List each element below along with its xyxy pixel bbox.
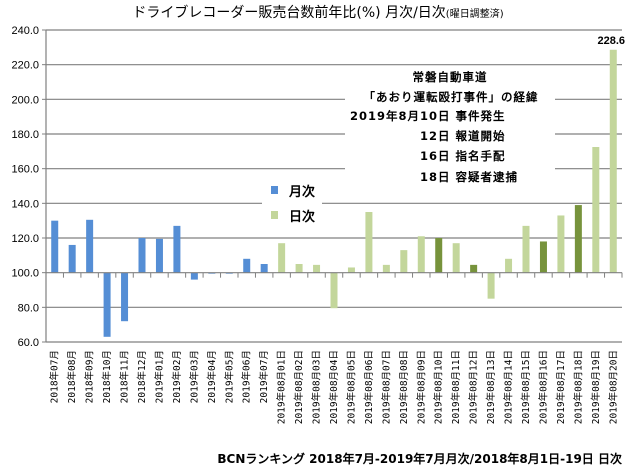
x-tick-label: 2018年12月 xyxy=(136,350,148,403)
data-label: 228.6 xyxy=(598,35,626,47)
x-tick-label: 2019年08月13日 xyxy=(485,350,497,424)
source-note: BCNランキング 2018年7月-2019年7月月次/2018年8月1日-19日… xyxy=(217,451,622,466)
legend-swatch-daily xyxy=(271,211,278,219)
bar-monthly xyxy=(260,264,268,273)
annotation-box: 常磐自動車道 「あおり運転殴打事件」の経緯 2019年8月10日 事件発生 12… xyxy=(345,66,555,190)
x-tick-label: 2019年08月14日 xyxy=(503,350,515,424)
x-tick-label: 2019年08月07日 xyxy=(380,350,392,424)
x-tick-label: 2019年08月20日 xyxy=(607,350,619,424)
legend-label-monthly: 月次 xyxy=(288,184,315,200)
annotation-line-4: 12日 報道開始 xyxy=(420,129,506,143)
bar-monthly xyxy=(155,238,163,273)
x-tick-label: 2018年11月 xyxy=(119,350,131,403)
bar-monthly xyxy=(68,244,76,273)
y-tick-label: 80.0 xyxy=(18,302,39,314)
x-tick-label: 2019年01月 xyxy=(153,350,165,403)
bar-daily xyxy=(382,264,390,273)
x-tick-label: 2019年02月 xyxy=(171,350,183,403)
x-tick-label: 2019年08月05日 xyxy=(345,350,357,424)
data-labels: 228.6 xyxy=(598,35,626,47)
bar-daily xyxy=(417,236,425,273)
chart-title-main: ドライブレコーダー販売台数前年比(%) 月次/日次 xyxy=(132,4,445,21)
x-tick-label: 2019年08月17日 xyxy=(555,350,567,424)
bar-daily xyxy=(347,267,355,273)
bar-monthly xyxy=(190,272,198,280)
annotation-line-5: 16日 指名手配 xyxy=(420,149,506,163)
x-tick-label: 2019年08月12日 xyxy=(468,350,480,424)
bar-daily xyxy=(365,212,373,273)
legend-label-daily: 日次 xyxy=(289,209,315,225)
annotation-line-1: 常磐自動車道 xyxy=(413,70,488,84)
bar-daily xyxy=(522,225,530,273)
x-tick-label: 2019年08月16日 xyxy=(537,350,549,424)
bar-daily xyxy=(574,205,582,273)
svg-text:ドライブレコーダー販売台数前年比(%) 月次/日次(曜日調整: ドライブレコーダー販売台数前年比(%) 月次/日次(曜日調整済) xyxy=(132,4,503,21)
bar-daily xyxy=(330,272,338,309)
bar-daily xyxy=(295,264,303,273)
legend-swatch-monthly xyxy=(271,186,278,194)
bar-monthly xyxy=(51,220,59,273)
annotation-background xyxy=(345,66,555,190)
bars xyxy=(51,49,617,337)
x-tick-label: 2019年08月19日 xyxy=(590,350,602,424)
legend: 月次 日次 xyxy=(262,180,322,226)
x-tick-label: 2019年04月 xyxy=(206,350,218,403)
bar-monthly xyxy=(86,219,94,273)
x-tick-label: 2019年06月 xyxy=(241,350,253,403)
chart-title-suffix: (曜日調整済) xyxy=(446,7,504,20)
bar-monthly xyxy=(121,272,129,322)
y-tick-label: 60.0 xyxy=(18,337,39,349)
x-tick-label: 2019年08月10日 xyxy=(433,350,445,424)
bar-daily xyxy=(557,215,565,273)
annotation-line-6: 18日 容疑者逮捕 xyxy=(420,170,518,184)
x-tick-label: 2019年05月 xyxy=(223,350,235,403)
y-tick-label: 140.0 xyxy=(11,198,39,210)
y-tick-label: 240.0 xyxy=(11,25,39,37)
annotation-line-3: 2019年8月10日 事件発生 xyxy=(350,109,506,123)
x-tick-label: 2019年07月 xyxy=(258,350,270,403)
annotation-line-2: 「あおり運転殴打事件」の経緯 xyxy=(364,90,539,104)
x-axis: 2018年07月 2018年08月 2018年09月 2018年10月 2018年11月… xyxy=(45,272,623,424)
bar-daily xyxy=(470,264,478,273)
bar-monthly xyxy=(103,272,111,337)
x-tick-label: 2019年08月09日 xyxy=(415,350,427,424)
bar-daily xyxy=(539,241,547,273)
y-tick-label: 100.0 xyxy=(11,268,39,280)
bar-daily xyxy=(609,49,617,273)
y-tick-label: 200.0 xyxy=(11,94,39,106)
x-tick-label: 2019年03月 xyxy=(188,350,200,403)
y-tick-label: 160.0 xyxy=(11,164,39,176)
x-tick-label: 2018年09月 xyxy=(84,350,96,403)
bar-daily xyxy=(278,243,286,273)
bar-daily xyxy=(400,250,408,273)
x-tick-label: 2019年08月15日 xyxy=(520,350,532,424)
x-tick-label: 2019年08月06日 xyxy=(363,350,375,424)
bar-daily xyxy=(452,243,460,273)
bar-daily xyxy=(592,147,600,273)
x-tick-label: 2018年10月 xyxy=(101,350,113,403)
bar-monthly xyxy=(243,258,251,273)
x-tick-label: 2019年08月02日 xyxy=(293,350,305,424)
bar-daily xyxy=(505,258,513,273)
x-tick-label: 2018年08月 xyxy=(66,350,78,403)
chart-title: ドライブレコーダー販売台数前年比(%) 月次/日次(曜日調整済) xyxy=(132,4,503,21)
y-tick-label: 120.0 xyxy=(11,233,39,245)
x-tick-label: 2018年07月 xyxy=(49,350,61,403)
bar-daily xyxy=(487,272,495,299)
x-tick-label: 2019年08月01日 xyxy=(276,350,288,424)
x-tick-label: 2019年08月03日 xyxy=(311,350,323,424)
bar-daily xyxy=(313,264,321,273)
x-tick-label: 2019年08月18日 xyxy=(572,350,584,424)
bar-monthly xyxy=(138,238,146,273)
y-tick-label: 220.0 xyxy=(11,60,39,72)
bar-monthly xyxy=(173,225,181,273)
y-tick-label: 180.0 xyxy=(11,129,39,141)
bar-daily xyxy=(435,238,443,273)
x-tick-label: 2019年08月11日 xyxy=(450,350,462,424)
x-tick-label: 2019年08月08日 xyxy=(398,350,410,424)
y-axis: 240.0 220.0 200.0 180.0 160.0 140.0 120.0 100.0… xyxy=(11,25,47,349)
x-tick-label: 2019年08月04日 xyxy=(328,350,340,424)
